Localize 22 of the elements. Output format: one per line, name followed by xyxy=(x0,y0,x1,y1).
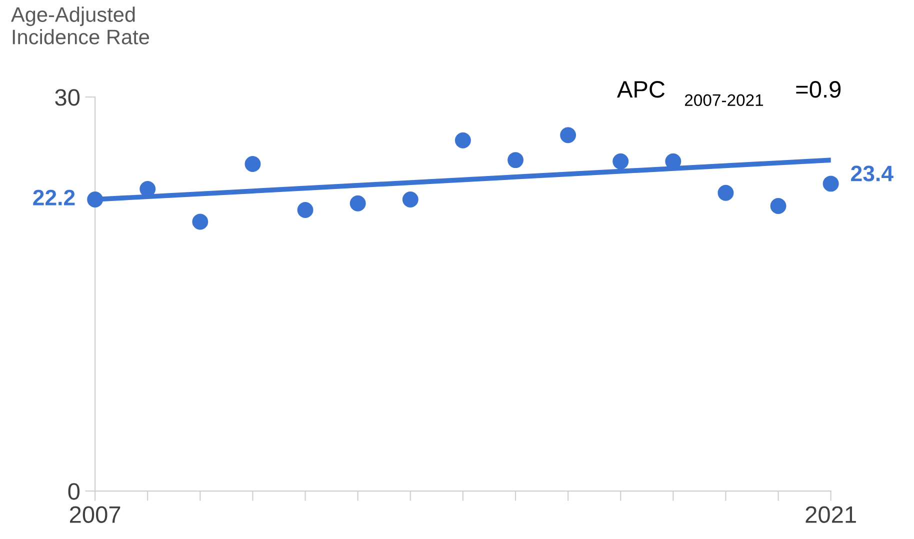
point xyxy=(297,202,314,218)
point xyxy=(192,214,208,230)
y-tick-label: 30 xyxy=(55,89,80,106)
point xyxy=(87,191,104,208)
point xyxy=(718,184,734,201)
y-axis-title: Age-Adjusted Incidence Rate xyxy=(11,6,150,44)
point xyxy=(612,153,629,170)
text: APC2007-2021=0.9 xyxy=(617,81,841,106)
point xyxy=(770,198,786,214)
point xyxy=(244,156,261,172)
point xyxy=(822,176,839,192)
point xyxy=(350,195,366,212)
point xyxy=(140,180,156,197)
y-tick-label: 0 xyxy=(68,483,80,500)
x-tick-label: 2021 xyxy=(806,506,856,523)
point xyxy=(454,132,471,148)
data-label: 23.4 xyxy=(851,166,894,182)
x-tick-label: 2007 xyxy=(70,506,120,523)
point xyxy=(560,127,576,144)
point xyxy=(402,191,418,208)
data-label: 22.2 xyxy=(33,190,75,206)
point xyxy=(508,152,524,168)
